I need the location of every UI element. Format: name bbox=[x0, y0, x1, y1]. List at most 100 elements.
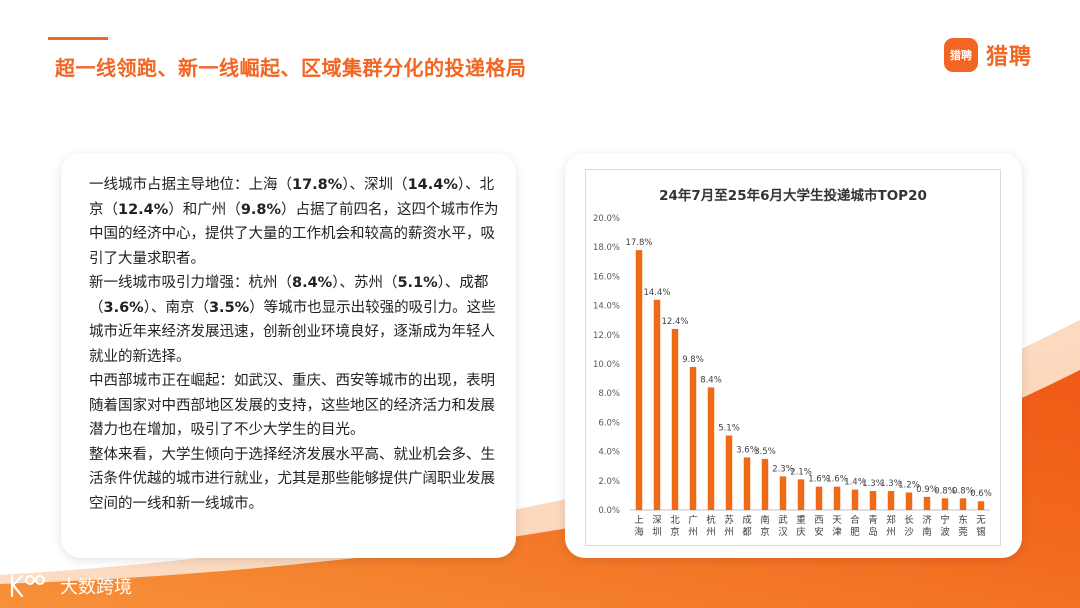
bar bbox=[833, 486, 841, 510]
x-tick-label: 天津 bbox=[832, 515, 842, 538]
paragraph-text: ）、北京（ bbox=[89, 177, 495, 218]
data-label: 1.2% bbox=[898, 480, 920, 490]
data-label: 1.6% bbox=[826, 475, 848, 485]
chart-frame: 24年7月至25年6月大学生投递城市TOP20 0.0% 2.0% 4.0% 6.0%… bbox=[585, 169, 1001, 546]
x-tick-label: 苏州 bbox=[724, 514, 734, 538]
footer-brand: 大数跨境 bbox=[8, 572, 132, 600]
x-tick-label: 成都 bbox=[742, 514, 752, 538]
analysis-paragraph: 一线城市占据主导地位：上海（17.8%）、深圳（14.4%）、北京（12.4%）… bbox=[89, 173, 499, 271]
bar bbox=[941, 498, 949, 510]
data-label: 0.8% bbox=[934, 486, 956, 496]
bar bbox=[977, 501, 985, 510]
highlight-value: 14.4% bbox=[407, 177, 458, 193]
bar bbox=[887, 491, 895, 510]
data-label: 3.5% bbox=[754, 447, 776, 457]
bar bbox=[743, 457, 751, 510]
x-tick-label: 宁波 bbox=[940, 514, 950, 538]
analysis-text: 一线城市占据主导地位：上海（17.8%）、深圳（14.4%）、北京（12.4%）… bbox=[89, 173, 499, 516]
highlight-value: 3.6% bbox=[103, 299, 144, 316]
title-accent-line bbox=[48, 37, 108, 40]
paragraph-text: ）和广州（ bbox=[168, 201, 241, 218]
data-label: 0.8% bbox=[952, 486, 974, 496]
data-label: 1.6% bbox=[808, 475, 830, 485]
bar-chart: 24年7月至25年6月大学生投递城市TOP20 0.0% 2.0% 4.0% 6.0%… bbox=[593, 187, 992, 538]
bar bbox=[653, 299, 661, 510]
x-tick-label: 济南 bbox=[922, 514, 932, 538]
y-tick-label: 18.0% bbox=[593, 243, 620, 253]
x-tick-label: 合肥 bbox=[850, 514, 860, 538]
y-tick-label: 4.0% bbox=[598, 448, 620, 458]
x-tick-label: 杭州 bbox=[706, 514, 716, 538]
data-label: 14.4% bbox=[643, 288, 670, 298]
analysis-paragraph: 整体来看，大学生倾向于选择经济发展水平高、就业机会多、生活条件优越的城市进行就业… bbox=[89, 443, 499, 517]
brand-logo: 猎聘 猎聘 bbox=[944, 38, 1032, 72]
chart-title: 24年7月至25年6月大学生投递城市TOP20 bbox=[659, 187, 927, 204]
highlight-value: 3.5% bbox=[208, 299, 250, 316]
analysis-text-card: 一线城市占据主导地位：上海（17.8%）、深圳（14.4%）、北京（12.4%）… bbox=[61, 153, 516, 558]
analysis-paragraph: 中西部城市正在崛起：如武汉、重庆、西安等城市的出现，表明随着国家对中西部地区发展… bbox=[89, 369, 499, 443]
bar bbox=[959, 498, 967, 510]
bar bbox=[797, 479, 805, 510]
x-tick-label: 广州 bbox=[688, 514, 698, 538]
x-tick-label: 青岛 bbox=[868, 514, 878, 538]
data-label: 2.1% bbox=[790, 467, 812, 477]
data-label: 9.8% bbox=[682, 355, 704, 365]
paragraph-text: 整体来看，大学生倾向于选择经济发展水平高、就业机会多、生活条件优越的城市进行就业… bbox=[89, 446, 495, 512]
bar bbox=[761, 458, 769, 510]
x-tick-label: 西安 bbox=[814, 515, 824, 538]
data-label: 2.3% bbox=[772, 464, 794, 474]
y-tick-label: 20.0% bbox=[593, 214, 620, 224]
highlight-value: 12.4% bbox=[118, 201, 169, 218]
paragraph-text: 新一线城市吸引力增强：杭州（ bbox=[89, 275, 292, 291]
y-tick-label: 0.0% bbox=[598, 506, 620, 516]
footer-brand-text: 大数跨境 bbox=[60, 577, 132, 598]
y-tick-label: 16.0% bbox=[593, 272, 620, 282]
y-tick-label: 12.0% bbox=[593, 331, 620, 341]
chart-card: 24年7月至25年6月大学生投递城市TOP20 0.0% 2.0% 4.0% 6.0%… bbox=[565, 153, 1022, 558]
paragraph-text: ）占据了前四名，这四个城市作为中国的经济中心，提供了大量的工作机会和较高的薪资水… bbox=[89, 201, 499, 267]
y-tick-label: 6.0% bbox=[598, 418, 620, 428]
bar bbox=[923, 496, 931, 510]
logo-mark-icon: 猎聘 bbox=[944, 38, 978, 72]
bar bbox=[725, 435, 733, 510]
x-tick-label: 北京 bbox=[670, 515, 680, 538]
x-tick-label: 上海 bbox=[634, 515, 644, 538]
bar bbox=[851, 489, 859, 510]
x-tick-label: 南京 bbox=[760, 514, 770, 538]
paragraph-text: ）、南京（ bbox=[143, 299, 209, 316]
x-tick-label: 深圳 bbox=[652, 515, 662, 538]
y-tick-label: 8.0% bbox=[598, 389, 620, 399]
bar bbox=[779, 476, 787, 510]
data-label: 0.9% bbox=[916, 485, 938, 495]
x-tick-label: 长沙 bbox=[904, 514, 914, 538]
page-title: 超一线领跑、新一线崛起、区域集群分化的投递格局 bbox=[55, 56, 527, 80]
data-label: 5.1% bbox=[718, 424, 740, 434]
y-tick-label: 10.0% bbox=[593, 360, 620, 370]
analysis-paragraph: 新一线城市吸引力增强：杭州（8.4%）、苏州（5.1%）、成都（3.6%）、南京… bbox=[89, 271, 499, 369]
data-label: 0.6% bbox=[970, 489, 992, 499]
logo-text: 猎聘 bbox=[986, 45, 1033, 70]
bar bbox=[815, 486, 823, 510]
highlight-value: 17.8% bbox=[292, 177, 343, 193]
x-tick-label: 东莞 bbox=[958, 514, 968, 538]
data-label: 3.6% bbox=[736, 445, 758, 455]
bar bbox=[671, 328, 679, 510]
x-tick-label: 重庆 bbox=[796, 514, 806, 538]
y-tick-label: 14.0% bbox=[593, 302, 620, 312]
bar bbox=[869, 491, 877, 510]
paragraph-text: 中西部城市正在崛起：如武汉、重庆、西安等城市的出现，表明随着国家对中西部地区发展… bbox=[89, 373, 495, 438]
highlight-value: 5.1% bbox=[397, 275, 438, 291]
footer-logo-icon bbox=[10, 574, 45, 598]
y-tick-label: 2.0% bbox=[598, 477, 620, 487]
data-label: 1.3% bbox=[880, 479, 902, 489]
paragraph-text: 一线城市占据主导地位：上海（ bbox=[89, 177, 292, 193]
data-label: 1.4% bbox=[844, 478, 866, 488]
paragraph-text: ）、深圳（ bbox=[342, 177, 408, 193]
data-label: 1.3% bbox=[862, 479, 884, 489]
data-label: 17.8% bbox=[625, 238, 652, 248]
paragraph-text: ）、成都（ bbox=[89, 275, 489, 316]
bar bbox=[635, 250, 643, 510]
highlight-value: 9.8% bbox=[240, 201, 282, 218]
highlight-value: 8.4% bbox=[292, 275, 333, 291]
data-label: 8.4% bbox=[700, 375, 722, 385]
